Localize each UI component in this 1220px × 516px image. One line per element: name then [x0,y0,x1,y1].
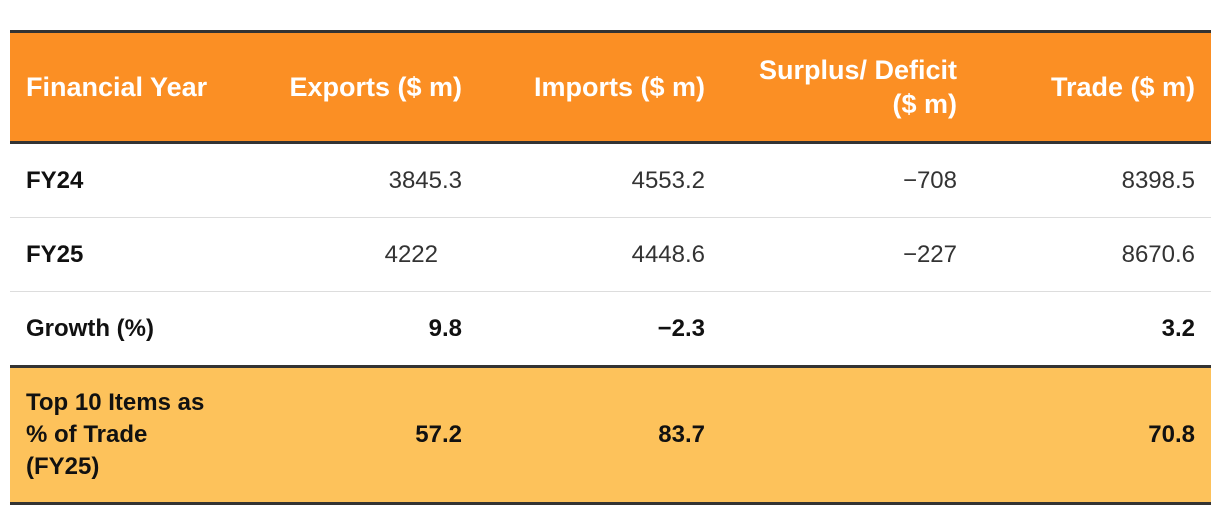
row-label: FY25 [10,217,235,292]
balance-value: −227 [721,217,973,292]
table-row-fy25: FY25 4222 4448.6 −227 8670.6 [10,217,1211,292]
trade-value: 70.8 [1148,421,1195,448]
balance-value [721,367,973,504]
exports-value: 9.8 [428,314,462,342]
exports-value: 3845.3 [235,142,478,218]
row-label: FY24 [10,142,235,218]
exports-value: 4222 [235,217,478,292]
imports-value: 4553.2 [478,142,721,218]
table-row-fy24: FY24 3845.3 4553.2 −708 8398.5 [10,142,1211,218]
header-surplus-deficit: Surplus/ Deficit ($ m) [758,55,957,119]
trade-value: 3.2 [1161,314,1195,342]
trade-value: 8670.6 [973,217,1211,292]
row-label: Growth (%) [26,314,154,342]
row-label: Top 10 Items as % of Trade (FY25) [26,389,205,480]
balance-value [721,292,973,367]
table-row-top-items: Top 10 Items as % of Trade (FY25) 57.2 8… [10,366,1211,504]
trade-summary-table: Financial Year Exports ($ m) Imports ($ … [10,30,1211,505]
balance-value: −708 [721,142,973,218]
trade-table-container: Financial Year Exports ($ m) Imports ($ … [10,30,1211,505]
table-row-growth: Growth (%) 9.8 −2.3 3.2 [10,292,1211,367]
imports-value: 4448.6 [478,217,721,292]
header-imports: Imports ($ m) [533,72,705,102]
header-exports: Exports ($ m) [289,72,462,102]
header-trade: Trade ($ m) [1050,72,1195,102]
trade-value: 8398.5 [973,142,1211,218]
table-header-row: Financial Year Exports ($ m) Imports ($ … [10,31,1211,143]
exports-value: 57.2 [415,421,462,448]
header-financial-year: Financial Year [26,72,208,102]
imports-value: 83.7 [658,421,705,448]
imports-value: −2.3 [657,314,705,342]
